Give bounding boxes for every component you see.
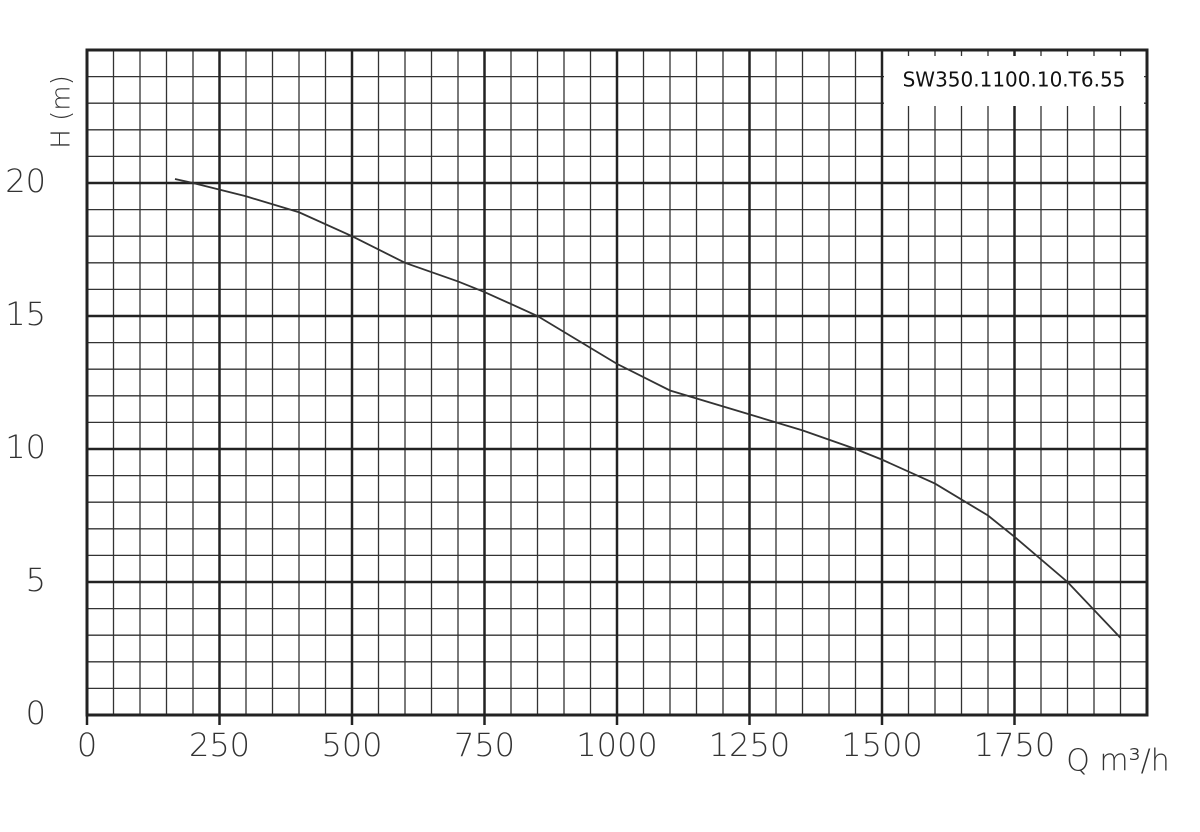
marks xyxy=(174,178,1122,639)
x-axis-label: Q m³/h xyxy=(1066,744,1170,779)
x-tick-label: 1500 xyxy=(841,726,922,764)
y-tick-label: 15 xyxy=(5,295,46,333)
y-axis-label: H (m) xyxy=(47,75,77,148)
y-tick-label: 5 xyxy=(26,561,46,599)
x-tick-label: 250 xyxy=(189,726,250,764)
x-tick-label: 0 xyxy=(77,726,97,764)
curve xyxy=(174,178,1122,639)
grid: 0 250 500 750 1000 1250 1500 1750 0 5 10 15 20 xyxy=(5,48,1149,764)
x-tick-label: 500 xyxy=(321,726,382,764)
annotation-box xyxy=(884,56,1144,106)
x-tick-label: 750 xyxy=(454,726,515,764)
y-tick-label: 10 xyxy=(5,428,46,466)
x-tick-label: 1250 xyxy=(709,726,790,764)
plot-frame xyxy=(85,48,1149,717)
x-tick-label: 1750 xyxy=(974,726,1055,764)
annotation: SW350.1100.10.T6.55 xyxy=(903,68,1126,92)
x-tick-label: 1000 xyxy=(576,726,657,764)
y-tick-label: 20 xyxy=(5,162,46,200)
y-tick-label: 0 xyxy=(26,694,46,732)
